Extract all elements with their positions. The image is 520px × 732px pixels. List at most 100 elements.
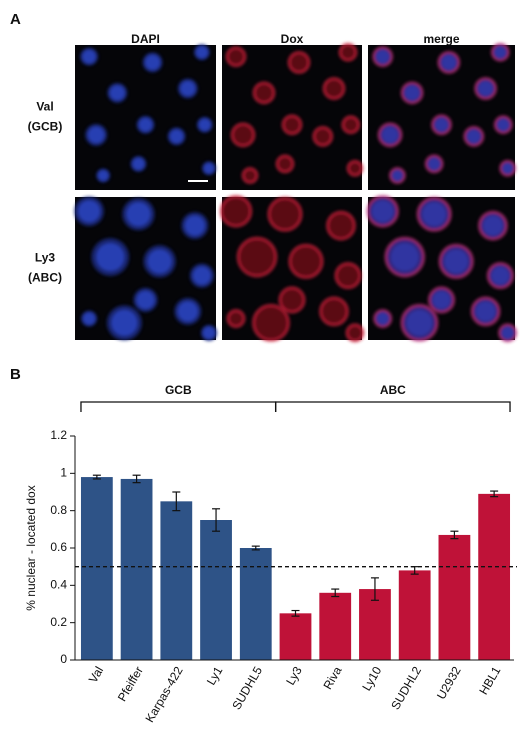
x-tick-label: SUDHL2 — [388, 664, 424, 712]
bar-chart: 0 0.2 0.4 0.6 0.8 1 1.2 % nuclear - located dox… — [24, 383, 517, 725]
y-axis-label: % nuclear - located dox — [24, 485, 38, 610]
nucleus — [198, 118, 211, 131]
bar — [120, 478, 153, 660]
cell — [236, 236, 278, 278]
nucleus — [192, 266, 212, 285]
x-tick-label: Ly10 — [359, 664, 384, 693]
bar — [200, 520, 232, 660]
group-label: ABC — [380, 383, 406, 397]
nucleus — [132, 157, 145, 170]
cell — [230, 122, 256, 148]
nucleus — [147, 249, 172, 274]
group-bracket — [274, 401, 511, 412]
x-tick-label: Riva — [320, 664, 344, 692]
nucleus — [111, 309, 138, 337]
bar — [398, 570, 431, 660]
cell — [241, 167, 259, 184]
bar — [478, 493, 511, 660]
y-tick-label: 1 — [60, 466, 67, 480]
cell — [322, 77, 346, 100]
nucleus — [169, 129, 184, 144]
cell — [252, 304, 290, 342]
cell — [287, 51, 311, 74]
nucleus — [376, 312, 389, 325]
bar — [438, 534, 471, 660]
cell — [278, 286, 306, 314]
nucleus — [482, 215, 504, 236]
nucleus — [434, 118, 449, 132]
nucleus — [390, 242, 419, 272]
column-header: Dox — [281, 32, 304, 46]
column-header: merge — [423, 32, 459, 46]
bar — [80, 477, 113, 660]
bar — [319, 592, 352, 660]
bar — [279, 613, 312, 660]
nucleus — [87, 126, 105, 144]
micrographs: DAPI Dox merge Val (GCB) Ly3 (ABC) — [28, 32, 517, 343]
nucleus — [109, 85, 125, 101]
nucleus — [203, 163, 215, 174]
x-tick-label: Pfeiffer — [115, 664, 146, 704]
nucleus — [136, 290, 155, 310]
nucleus — [406, 309, 433, 337]
nucleus — [467, 129, 481, 144]
y-tick-label: 0.2 — [50, 615, 67, 629]
row-label: (ABC) — [28, 271, 62, 285]
nucleus — [422, 202, 447, 227]
cell — [281, 114, 303, 135]
nucleus — [371, 200, 394, 223]
nucleus — [428, 157, 441, 170]
row-label: (GCB) — [28, 120, 63, 134]
y-tick-label: 0.6 — [50, 540, 67, 554]
cell — [288, 243, 324, 279]
nucleus — [202, 326, 216, 339]
cell — [267, 196, 303, 232]
panel-label: B — [10, 366, 21, 383]
cell — [312, 126, 334, 147]
nucleus — [497, 118, 510, 131]
panel-label: A — [10, 11, 21, 28]
cell — [319, 296, 349, 327]
nucleus — [501, 326, 514, 339]
bar — [359, 589, 391, 660]
row-label: Ly3 — [35, 251, 56, 265]
cell — [225, 46, 247, 67]
x-tick-label: Karpas-422 — [143, 664, 186, 725]
cell — [226, 309, 246, 328]
nucleus — [475, 301, 496, 322]
nucleus — [381, 126, 399, 144]
x-tick-label: Ly1 — [204, 664, 226, 688]
cell — [338, 43, 358, 62]
nucleus — [177, 301, 198, 322]
column-header: DAPI — [131, 32, 160, 46]
nucleus — [126, 202, 151, 227]
y-tick-label: 0 — [60, 652, 67, 666]
x-tick-label: U2932 — [434, 664, 464, 702]
cell — [341, 115, 361, 134]
cell — [275, 154, 295, 174]
cell — [219, 195, 253, 228]
row-label: Val — [36, 100, 53, 114]
bar — [160, 501, 193, 660]
nucleus — [392, 170, 403, 181]
nucleus — [441, 54, 457, 70]
nucleus — [97, 170, 109, 181]
nucleus — [77, 200, 101, 223]
cell — [326, 210, 356, 241]
nucleus — [404, 85, 420, 101]
nucleus — [96, 242, 125, 272]
group-label: GCB — [165, 383, 192, 397]
x-tick-label: SUDHL5 — [229, 664, 265, 712]
nucleus — [375, 49, 390, 64]
nucleus — [138, 118, 153, 132]
group-bracket — [80, 401, 277, 412]
nucleus — [145, 54, 161, 70]
cell — [345, 323, 365, 343]
nucleus — [184, 215, 205, 236]
x-tick-label: Val — [86, 664, 106, 685]
nucleus — [195, 46, 208, 59]
nucleus — [83, 312, 96, 325]
nucleus — [432, 290, 451, 310]
